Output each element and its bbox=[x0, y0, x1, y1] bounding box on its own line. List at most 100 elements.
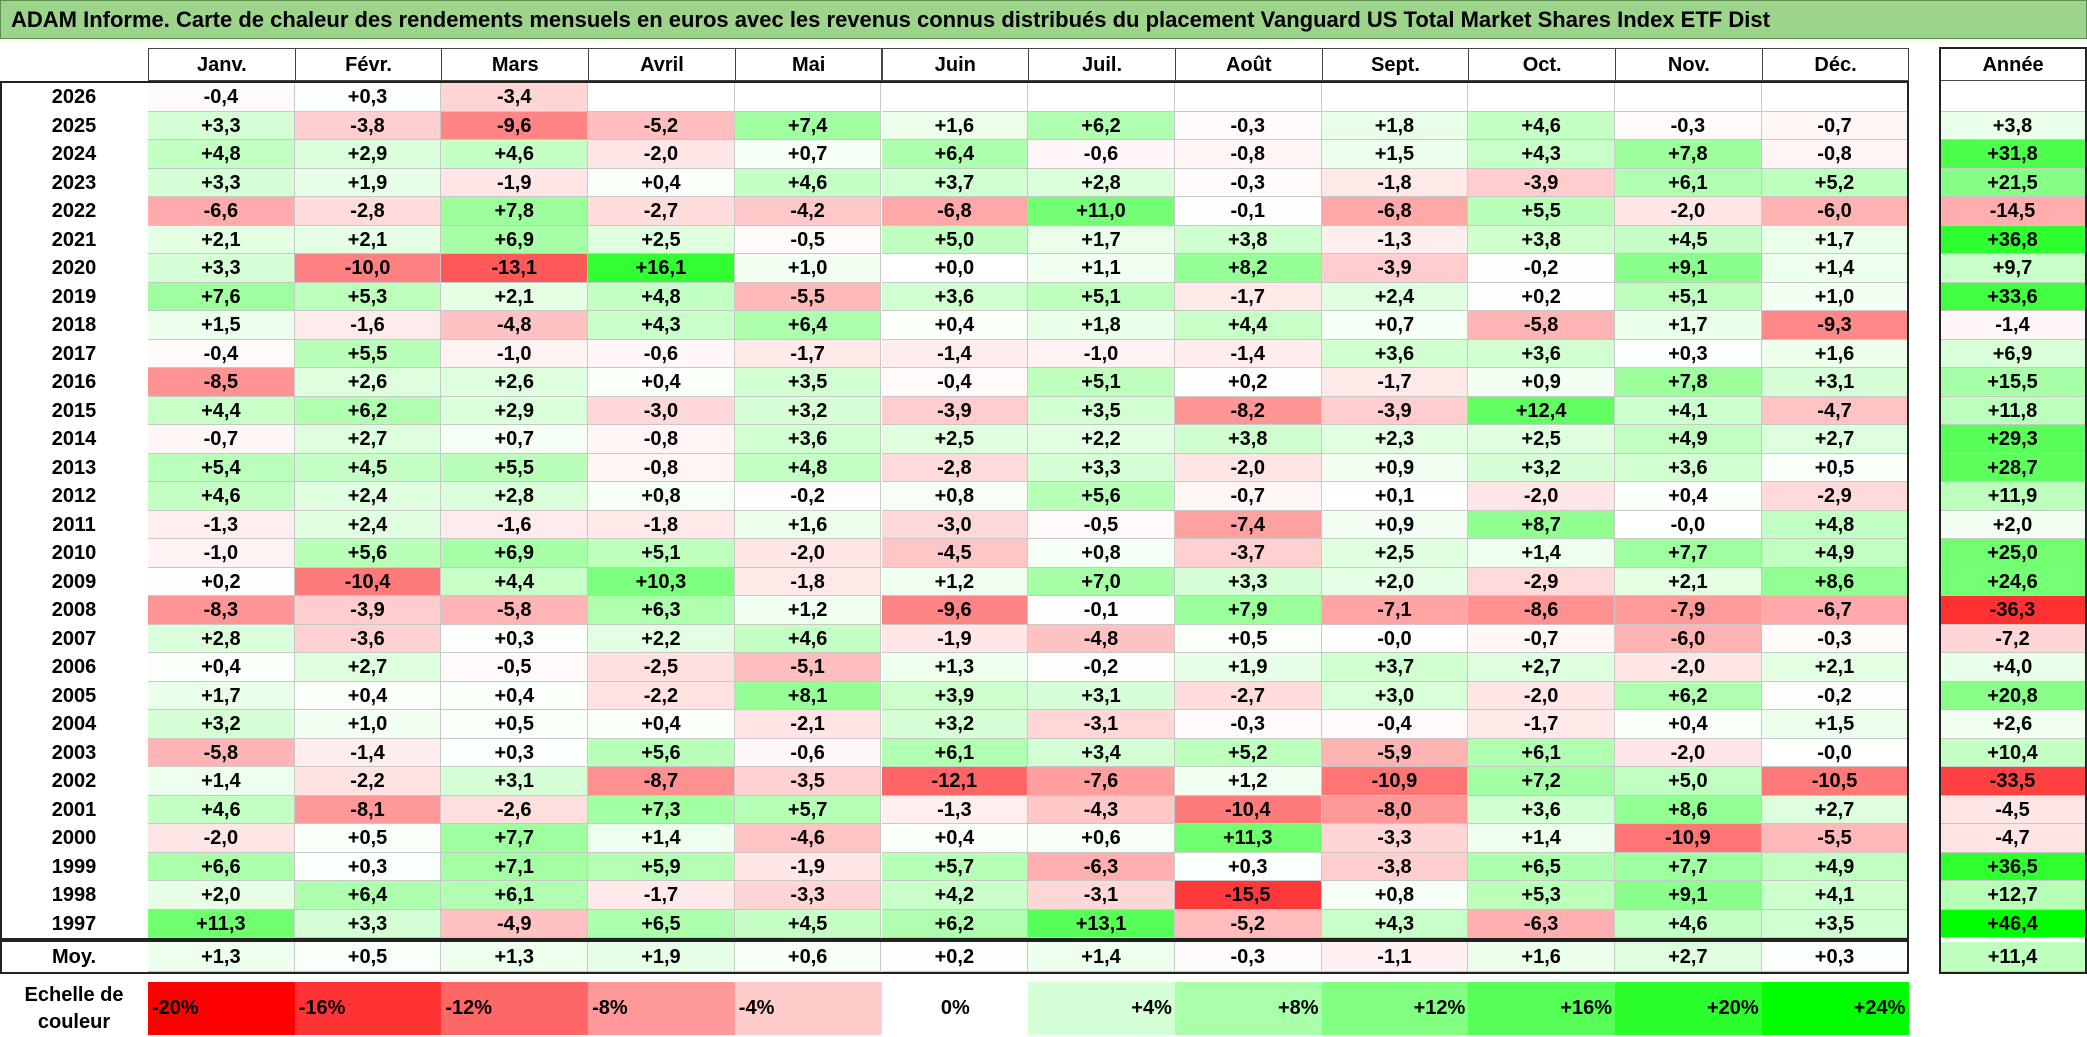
heatmap-cell: -2,1 bbox=[734, 710, 882, 739]
heatmap-cell: +0,8 bbox=[1321, 881, 1469, 910]
heatmap-cell: -3,8 bbox=[1321, 852, 1469, 881]
heatmap-cell: -0,8 bbox=[588, 425, 735, 454]
heatmap-cell: +2,6 bbox=[441, 368, 589, 397]
heatmap-cell: +3,2 bbox=[881, 710, 1029, 739]
year-label: 2003 bbox=[51, 741, 97, 764]
heatmap-cell: -5,1 bbox=[734, 653, 882, 682]
month-header: Janv. bbox=[148, 48, 296, 81]
heatmap-cell: +3,8 bbox=[1468, 225, 1615, 254]
heatmap-cell: -0,5 bbox=[734, 225, 882, 254]
heatmap-cell: +5,3 bbox=[1468, 881, 1615, 910]
heatmap-cell: -0,5 bbox=[1028, 510, 1175, 539]
heatmap-cell: +1,5 bbox=[1321, 140, 1469, 169]
heatmap-cell: +4,8 bbox=[734, 453, 882, 482]
heatmap-cell: +6,1 bbox=[1615, 168, 1762, 197]
heatmap-cell: +1,2 bbox=[881, 567, 1029, 596]
heatmap-cell: -6,3 bbox=[1028, 852, 1175, 881]
heatmap-cell: -0,6 bbox=[588, 339, 735, 368]
month-header: Févr. bbox=[294, 48, 443, 81]
year-label: 2014 bbox=[51, 428, 97, 450]
month-header: Sept. bbox=[1321, 48, 1470, 81]
year-label: 1999 bbox=[51, 855, 97, 878]
heatmap-cell: -10,4 bbox=[1174, 795, 1322, 824]
heatmap-cell: -5,8 bbox=[1468, 311, 1615, 340]
heatmap-cell: -12,1 bbox=[881, 767, 1029, 796]
heatmap-cell: -2,7 bbox=[1174, 681, 1322, 710]
heatmap-cell: +1,2 bbox=[734, 596, 882, 625]
annual-cell: +11,9 bbox=[1940, 482, 2086, 511]
annual-cell bbox=[1940, 83, 2086, 112]
color-scale-swatch: +4% bbox=[1028, 982, 1176, 1035]
heatmap-cell: +7,4 bbox=[734, 111, 882, 140]
year-label: 2012 bbox=[51, 485, 97, 507]
color-scale-swatch: -4% bbox=[734, 982, 883, 1035]
heatmap-cell: +2,1 bbox=[1615, 567, 1762, 596]
heatmap-cell: -15,5 bbox=[1174, 881, 1322, 910]
year-label: 2021 bbox=[51, 228, 97, 251]
heatmap-cell: +0,5 bbox=[1174, 624, 1322, 653]
annual-cell: -14,5 bbox=[1940, 197, 2086, 226]
heatmap-cell: +6,4 bbox=[881, 140, 1029, 169]
color-scale-swatch: +8% bbox=[1174, 982, 1323, 1035]
year-label: 2009 bbox=[51, 570, 97, 593]
heatmap-cell: -3,1 bbox=[1028, 881, 1175, 910]
annual-cell: +10,4 bbox=[1940, 738, 2086, 767]
heatmap-cell: +4,3 bbox=[588, 311, 735, 340]
heatmap-cell: +9,1 bbox=[1615, 254, 1762, 283]
annual-cell: -4,7 bbox=[1940, 824, 2086, 853]
heatmap-cell: -3,8 bbox=[294, 111, 442, 140]
heatmap-cell: +2,0 bbox=[1321, 567, 1469, 596]
heatmap-cell: +0,6 bbox=[1028, 824, 1175, 853]
heatmap-cell: +2,5 bbox=[881, 425, 1029, 454]
heatmap-cell: +4,3 bbox=[1468, 140, 1615, 169]
heatmap-cell: -4,8 bbox=[1028, 624, 1175, 653]
heatmap-cell: +5,9 bbox=[588, 852, 735, 881]
heatmap-cell: -3,9 bbox=[1321, 396, 1469, 425]
heatmap-cell: +4,4 bbox=[1174, 311, 1322, 340]
heatmap-cell: +3,9 bbox=[881, 681, 1029, 710]
average-cell: +0,2 bbox=[881, 942, 1029, 972]
average-cell: +2,7 bbox=[1615, 942, 1762, 972]
year-label: 2010 bbox=[51, 542, 97, 564]
heatmap-cell: +3,6 bbox=[881, 282, 1029, 311]
heatmap-cell: +7,7 bbox=[1615, 852, 1762, 881]
heatmap-cell: +0,5 bbox=[1761, 453, 1909, 482]
heatmap-cell: +7,7 bbox=[1615, 539, 1762, 568]
heatmap-cell: -0,4 bbox=[148, 339, 295, 368]
color-scale-label: Echelle de couleur bbox=[0, 982, 148, 1037]
month-header: Déc. bbox=[1761, 48, 1910, 81]
heatmap-cell: +3,7 bbox=[881, 168, 1029, 197]
heatmap-cell: +0,7 bbox=[1321, 311, 1469, 340]
heatmap-cell: -0,8 bbox=[1761, 140, 1909, 169]
heatmap-cell: -2,2 bbox=[294, 767, 442, 796]
heatmap-cell: -1,6 bbox=[441, 510, 589, 539]
heatmap-cell: -3,9 bbox=[881, 396, 1029, 425]
heatmap-cell: -0,6 bbox=[734, 738, 882, 767]
heatmap-cell: +0,7 bbox=[734, 140, 882, 169]
heatmap-cell: -0,3 bbox=[1174, 111, 1322, 140]
heatmap-cell: +1,4 bbox=[148, 767, 295, 796]
heatmap-cell: -0,1 bbox=[1028, 596, 1175, 625]
color-scale-label-line2: couleur bbox=[37, 1011, 111, 1033]
heatmap-cell: -0,2 bbox=[1468, 254, 1615, 283]
heatmap-cell: +12,4 bbox=[1468, 396, 1615, 425]
heatmap-cell: +2,0 bbox=[148, 881, 295, 910]
year-label: 2025 bbox=[51, 114, 97, 137]
heatmap-cell: +0,2 bbox=[1468, 282, 1615, 311]
heatmap-cell: +4,9 bbox=[1761, 852, 1909, 881]
heatmap-cell: +1,7 bbox=[1028, 225, 1175, 254]
heatmap-cell: +4,4 bbox=[148, 396, 295, 425]
heatmap-cell: +0,1 bbox=[1321, 482, 1469, 511]
heatmap-cell: +0,3 bbox=[441, 624, 589, 653]
heatmap-cell: +3,8 bbox=[1174, 225, 1322, 254]
heatmap-cell: +4,5 bbox=[294, 453, 442, 482]
heatmap-cell: -1,0 bbox=[441, 339, 589, 368]
heatmap-cell: +4,2 bbox=[881, 881, 1029, 910]
heatmap-cell: +2,4 bbox=[294, 482, 442, 511]
color-scale-swatch: -12% bbox=[441, 982, 590, 1035]
heatmap-cell: +5,6 bbox=[588, 738, 735, 767]
annual-cell: +4,0 bbox=[1940, 653, 2086, 682]
heatmap-cell: +3,5 bbox=[734, 368, 882, 397]
heatmap-cell: -5,8 bbox=[441, 596, 589, 625]
heatmap-cell: +7,8 bbox=[1615, 140, 1762, 169]
